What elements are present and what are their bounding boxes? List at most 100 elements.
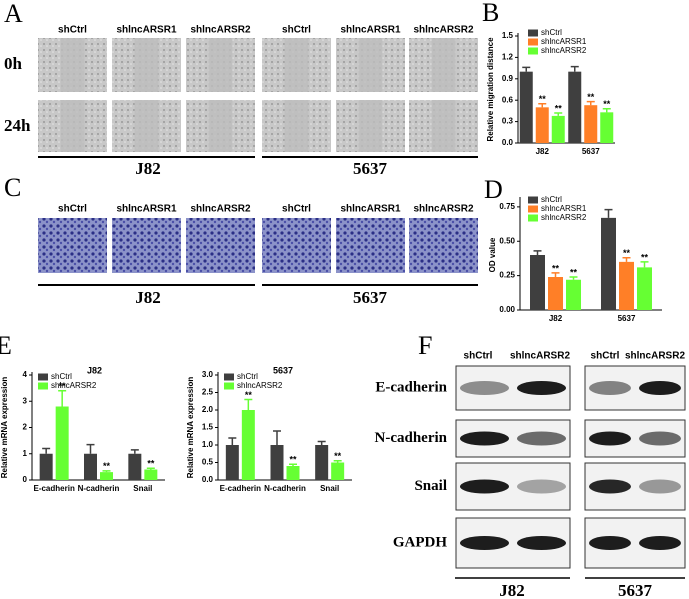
column-header: shCtrl — [282, 25, 311, 36]
legend-label: shlncARSR1 — [541, 204, 587, 213]
significance: ** — [334, 451, 342, 461]
row-label: 24h — [4, 116, 31, 135]
y-tick-label: 4 — [23, 370, 28, 379]
y-axis-label: OD value — [488, 237, 497, 272]
bar — [600, 112, 614, 143]
scratch-gap — [431, 100, 456, 152]
blot-band — [460, 381, 509, 395]
column-header: shCtrl — [58, 25, 87, 36]
bar — [619, 261, 634, 310]
scratch-gap — [284, 38, 309, 92]
legend-label: shlncARSR2 — [541, 46, 587, 55]
bar — [128, 453, 142, 480]
blot-band — [517, 479, 566, 494]
column-header: shlncARSR1 — [116, 25, 176, 36]
significance: ** — [641, 252, 649, 262]
x-tick-label: Snail — [133, 484, 152, 493]
bar — [331, 462, 345, 480]
panel-letter: F — [418, 331, 432, 360]
blot-band — [639, 381, 681, 395]
blot-band — [589, 431, 631, 446]
legend-swatch — [224, 373, 234, 381]
significance: ** — [603, 99, 611, 109]
error-bar — [538, 103, 547, 108]
blot-band — [589, 536, 631, 550]
panel-letter: E — [0, 331, 12, 360]
x-tick-label: N-cadherin — [264, 484, 306, 493]
y-axis-label: Relative mRNA expression — [0, 377, 9, 479]
column-header: shCtrl — [58, 204, 87, 215]
y-axis-label: Relative mRNA expression — [186, 377, 195, 479]
y-tick-label: 1.2 — [502, 53, 514, 62]
error-bar — [42, 447, 51, 454]
scratch-gap — [284, 100, 309, 152]
significance: ** — [570, 267, 578, 277]
bar — [241, 410, 255, 480]
x-tick-label: E-cadherin — [220, 484, 261, 493]
bar — [100, 472, 113, 480]
bar — [568, 71, 582, 143]
blot-band — [460, 479, 509, 494]
legend-swatch — [528, 196, 538, 204]
blot-band — [517, 536, 566, 550]
legend-label: shlncARSR1 — [541, 37, 587, 46]
scratch-gap — [358, 38, 383, 92]
error-bar — [146, 467, 155, 470]
legend-swatch — [38, 382, 48, 390]
scratch-gap — [134, 38, 159, 92]
error-bar — [102, 470, 111, 473]
y-tick-label: 1.5 — [502, 31, 514, 40]
legend-swatch — [528, 214, 538, 222]
column-header: shlncARSR1 — [340, 204, 400, 215]
blot-band — [639, 431, 681, 446]
chart-title: J82 — [87, 365, 102, 375]
bar — [225, 445, 239, 480]
legend-label: shCtrl — [237, 372, 258, 381]
bar — [551, 115, 565, 143]
x-tick-label: J82 — [536, 147, 550, 156]
scratch-gap — [208, 38, 233, 92]
bar — [530, 255, 545, 310]
row-label: GAPDH — [393, 534, 447, 550]
column-header: shCtrl — [464, 351, 493, 362]
blot-band — [517, 431, 566, 446]
y-tick-label: 0.9 — [502, 74, 514, 83]
group-label: 5637 — [353, 288, 388, 307]
panel-letter: B — [482, 0, 499, 27]
legend-swatch — [38, 373, 48, 381]
error-bar — [570, 65, 579, 72]
legend-label: shlncARSR2 — [541, 213, 587, 222]
column-header: shlncARSR1 — [116, 204, 176, 215]
blot-band — [517, 381, 566, 395]
x-tick-label: J82 — [549, 314, 563, 323]
blot-band — [460, 431, 509, 446]
bar — [535, 107, 549, 143]
error-bar — [244, 398, 253, 410]
y-tick-label: 2.0 — [202, 405, 214, 414]
y-tick-label: 0.50 — [499, 236, 515, 245]
legend-label: shCtrl — [51, 372, 72, 381]
micrograph — [336, 218, 405, 273]
western-blot — [455, 365, 686, 569]
group-label: J82 — [135, 288, 161, 307]
error-bar — [554, 112, 563, 116]
panel-letter: C — [4, 173, 21, 202]
legend-swatch — [528, 47, 538, 55]
column-header: shlncARSR1 — [340, 25, 400, 36]
scratch-gap — [60, 100, 85, 152]
blot-band — [639, 536, 681, 550]
column-header: shCtrl — [591, 351, 620, 362]
column-header: shlncARSR2 — [413, 204, 473, 215]
significance: ** — [552, 263, 560, 273]
significance: ** — [587, 92, 595, 102]
y-tick-label: 0.0 — [502, 138, 514, 147]
error-bar — [533, 250, 542, 255]
scratch-gap — [60, 38, 85, 92]
legend-swatch — [224, 382, 234, 390]
blot-frame — [584, 462, 686, 511]
error-bar — [604, 208, 613, 218]
y-tick-label: 3 — [23, 396, 28, 405]
column-header: shlncARSR2 — [625, 351, 685, 362]
significance: ** — [539, 94, 547, 104]
